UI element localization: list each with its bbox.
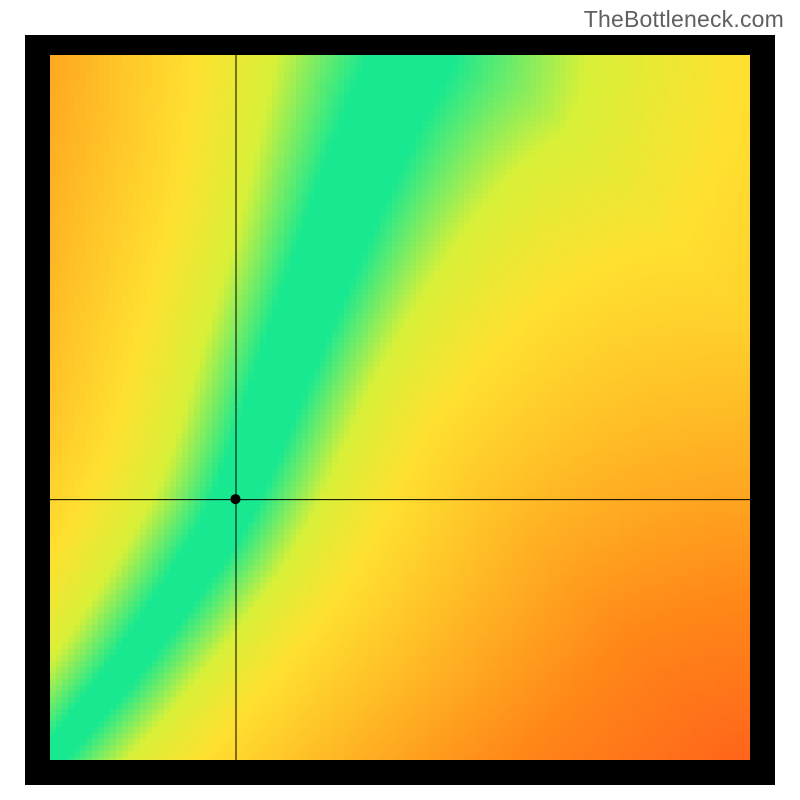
- bottleneck-heatmap: [50, 55, 750, 760]
- heatmap-frame: [25, 35, 775, 785]
- watermark-text: TheBottleneck.com: [584, 6, 784, 33]
